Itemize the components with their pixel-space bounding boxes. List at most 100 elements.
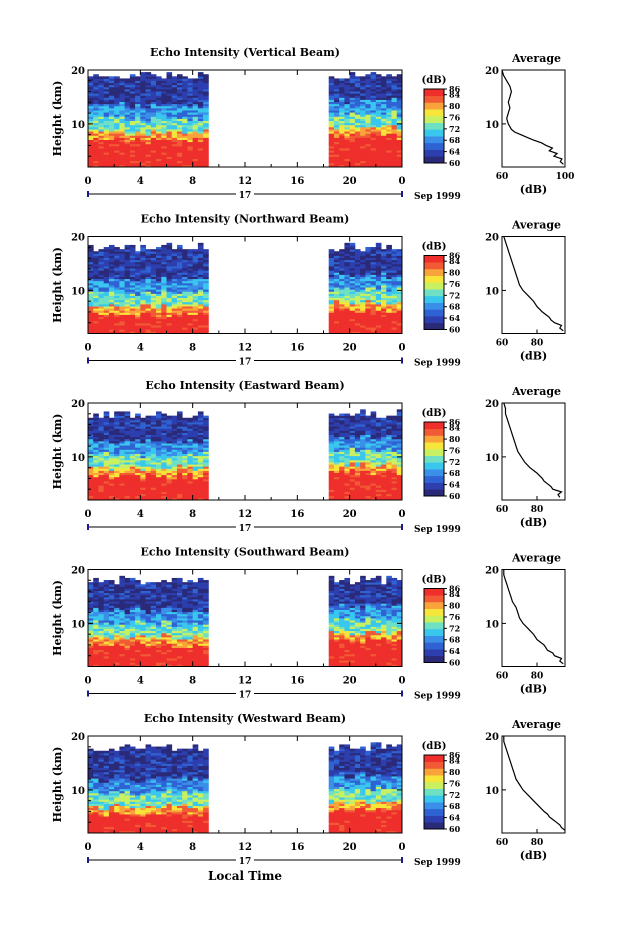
- heatmap-cell: [370, 139, 377, 143]
- heatmap-cell: [114, 301, 120, 305]
- heatmap-cell: [114, 135, 120, 138]
- heatmap-cell: [114, 289, 120, 292]
- heatmap-cell: [119, 154, 126, 157]
- heatmap-cell: [93, 630, 99, 634]
- heatmap-cell: [145, 310, 152, 313]
- heatmap-cell: [124, 485, 131, 488]
- heatmap-cell: [197, 464, 204, 467]
- heatmap-cell: [161, 255, 167, 258]
- heatmap-cell: [135, 263, 141, 267]
- heatmap-cell: [108, 82, 115, 86]
- heatmap-cell: [182, 301, 188, 305]
- heatmap-cell: [333, 101, 340, 105]
- heatmap-cell: [88, 293, 94, 296]
- heatmap-cell: [391, 105, 398, 109]
- heatmap-cell: [103, 459, 110, 463]
- heatmap-cell: [161, 82, 167, 86]
- heatmap-cell: [176, 447, 183, 450]
- heatmap-cell: [344, 462, 351, 465]
- heatmap-cell: [119, 417, 126, 421]
- heatmap-cell: [166, 322, 173, 326]
- heatmap-cell: [145, 72, 152, 75]
- heatmap-cell: [354, 478, 361, 482]
- heatmap-cell: [365, 415, 371, 419]
- heatmap-cell: [386, 143, 392, 147]
- heatmap-cell: [396, 162, 403, 166]
- heatmap-cell: [391, 255, 398, 258]
- heatmap-cell: [349, 438, 356, 442]
- heatmap-cell: [187, 472, 194, 476]
- heatmap-cell: [349, 114, 356, 117]
- heatmap-cell: [360, 438, 366, 442]
- heatmap-cell: [98, 282, 105, 286]
- heatmap-cell: [391, 299, 398, 303]
- heatmap-cell: [339, 468, 345, 471]
- heatmap-cell: [349, 426, 356, 429]
- heatmap-cell: [339, 285, 345, 288]
- heatmap-cell: [192, 417, 199, 421]
- heatmap-cell: [171, 419, 178, 423]
- heatmap-cell: [129, 483, 136, 486]
- heatmap-cell: [197, 242, 204, 246]
- heatmap-cell: [386, 278, 392, 282]
- heatmap-cell: [349, 331, 356, 334]
- heatmap-cell: [88, 470, 94, 473]
- y-tick-label: 20: [71, 399, 85, 410]
- heatmap-cell: [98, 426, 105, 429]
- heatmap-cell: [156, 491, 162, 495]
- heatmap-cell: [93, 268, 99, 271]
- heatmap-cell: [349, 318, 356, 322]
- heatmap-cell: [88, 137, 94, 140]
- heatmap-cell: [98, 162, 105, 166]
- heatmap-cell: [386, 162, 392, 166]
- heatmap-cell: [203, 158, 209, 162]
- heatmap-cell: [192, 453, 199, 457]
- heatmap-cell: [197, 156, 204, 159]
- heatmap-cell: [396, 329, 403, 332]
- heatmap-cell: [375, 74, 382, 77]
- heatmap-cell: [114, 255, 120, 258]
- heatmap-cell: [114, 84, 120, 88]
- heatmap-cell: [166, 293, 173, 296]
- heatmap-cell: [176, 97, 183, 100]
- heatmap-cell: [365, 497, 371, 501]
- heatmap-cell: [150, 282, 157, 286]
- heatmap-cell: [108, 93, 115, 96]
- heatmap-cell: [339, 126, 345, 130]
- heatmap-cell: [135, 120, 141, 124]
- heatmap-cell: [354, 293, 361, 296]
- heatmap-cell: [145, 289, 152, 292]
- heatmap-cell: [161, 280, 167, 284]
- heatmap-cell: [354, 133, 361, 136]
- heatmap-cell: [103, 436, 110, 440]
- heatmap-cell: [192, 84, 199, 88]
- heatmap-cell: [171, 476, 178, 480]
- heatmap-cell: [365, 97, 371, 100]
- heatmap-cell: [166, 325, 173, 328]
- heatmap-cell: [375, 164, 382, 168]
- heatmap-cell: [182, 417, 188, 421]
- heatmap-cell: [171, 112, 178, 115]
- heatmap-cell: [197, 122, 204, 126]
- heatmap-cell: [328, 325, 335, 328]
- heatmap-cell: [370, 78, 377, 81]
- heatmap-cell: [386, 257, 392, 261]
- heatmap-cell: [192, 415, 199, 419]
- heatmap-cell: [150, 306, 157, 309]
- heatmap-cell: [396, 299, 403, 303]
- heatmap-cell: [93, 601, 99, 604]
- colorbar-tick-label: 86: [449, 417, 461, 427]
- heatmap-cell: [161, 485, 167, 488]
- heatmap-cell: [197, 485, 204, 488]
- heatmap-cell: [93, 459, 99, 463]
- heatmap-cell: [360, 88, 366, 92]
- heatmap-cell: [333, 129, 340, 132]
- heatmap-cell: [370, 481, 377, 484]
- heatmap-cell: [98, 312, 105, 315]
- heatmap-cell: [140, 255, 146, 258]
- heatmap-cell: [119, 257, 126, 261]
- heatmap-cell: [333, 274, 340, 277]
- heatmap-cell: [386, 118, 392, 122]
- heatmap-cell: [192, 468, 199, 471]
- heatmap-cell: [140, 299, 146, 303]
